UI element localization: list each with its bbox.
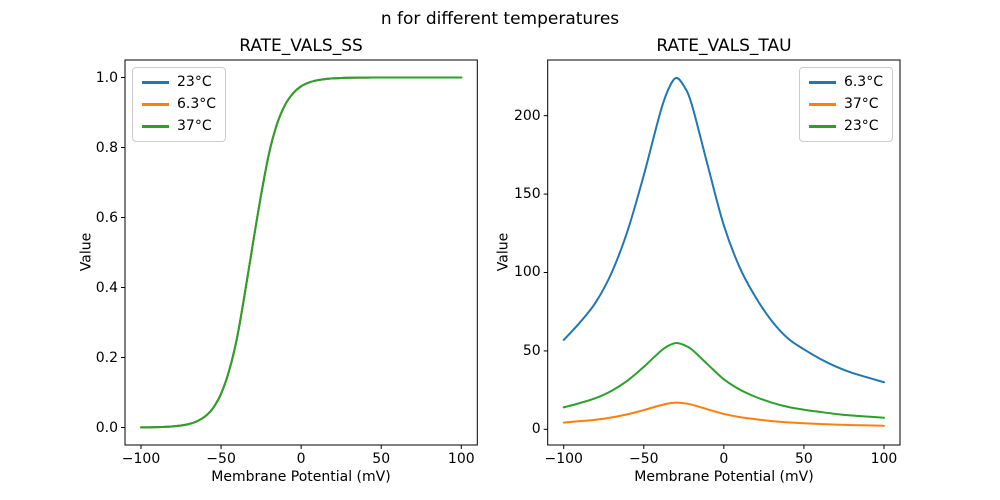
series-line-37°C xyxy=(562,401,885,427)
series-line-37°C xyxy=(140,76,463,429)
left-plot-legend: 23°C 6.3°C 37°C xyxy=(132,67,227,142)
y-tick-label: 50 xyxy=(522,342,541,359)
y-tick-label: 0.6 xyxy=(95,209,118,226)
legend-label: 37°C xyxy=(177,118,212,134)
x-tick-label: 50 xyxy=(372,451,391,467)
right-plot-legend: 6.3°C 37°C 23°C xyxy=(798,67,893,142)
x-tick-label: 100 xyxy=(870,451,898,467)
right-plot-xlabel: Membrane Potential (mV) xyxy=(634,469,814,485)
x-tick-label: 0 xyxy=(719,451,729,467)
y-tick-label: 0.2 xyxy=(95,349,118,366)
legend-label: 6.3°C xyxy=(177,96,217,112)
y-tick-label: 0 xyxy=(531,421,541,438)
legend-line-swatch xyxy=(808,103,836,106)
x-tick-label: −50 xyxy=(628,451,659,467)
legend-entry: 23°C xyxy=(142,74,216,91)
x-tick-label: 0 xyxy=(296,451,306,467)
x-tick-label: −100 xyxy=(121,451,161,467)
y-tick-label: 1.0 xyxy=(95,69,118,86)
legend-line-swatch xyxy=(808,81,836,84)
y-tick-label: 0.0 xyxy=(95,419,118,436)
legend-label: 23°C xyxy=(843,118,879,134)
series-line-6.3°C xyxy=(562,76,885,384)
series-line-23°C xyxy=(562,342,885,419)
x-tick-label: 50 xyxy=(794,451,813,467)
y-tick-label: 0.8 xyxy=(95,139,118,156)
legend-entry: 6.3°C xyxy=(808,74,883,91)
left-plot-xlabel: Membrane Potential (mV) xyxy=(211,469,391,485)
legend-label: 37°C xyxy=(843,96,879,112)
legend-entry: 37°C xyxy=(142,118,216,135)
right-plot-title: RATE_VALS_TAU xyxy=(656,36,792,56)
y-tick-label: 150 xyxy=(513,186,541,203)
x-tick-label: −100 xyxy=(544,451,583,467)
x-tick-label: −50 xyxy=(206,451,236,467)
legend-line-swatch xyxy=(142,103,169,106)
legend-label: 6.3°C xyxy=(843,74,883,90)
left-plot-title: RATE_VALS_SS xyxy=(239,36,363,56)
figure-suptitle: n for different temperatures xyxy=(380,9,620,29)
left-plot-ylabel: Value xyxy=(78,232,95,272)
y-tick-label: 200 xyxy=(513,107,541,124)
legend-entry: 23°C xyxy=(808,118,883,135)
x-tick-label: 100 xyxy=(447,451,475,467)
legend-line-swatch xyxy=(142,81,169,84)
y-tick-label: 0.4 xyxy=(95,279,118,296)
legend-line-swatch xyxy=(142,125,169,128)
y-tick-label: 100 xyxy=(513,264,541,281)
legend-entry: 6.3°C xyxy=(142,96,216,113)
legend-line-swatch xyxy=(808,125,836,128)
legend-entry: 37°C xyxy=(808,96,883,113)
legend-label: 23°C xyxy=(177,74,212,90)
